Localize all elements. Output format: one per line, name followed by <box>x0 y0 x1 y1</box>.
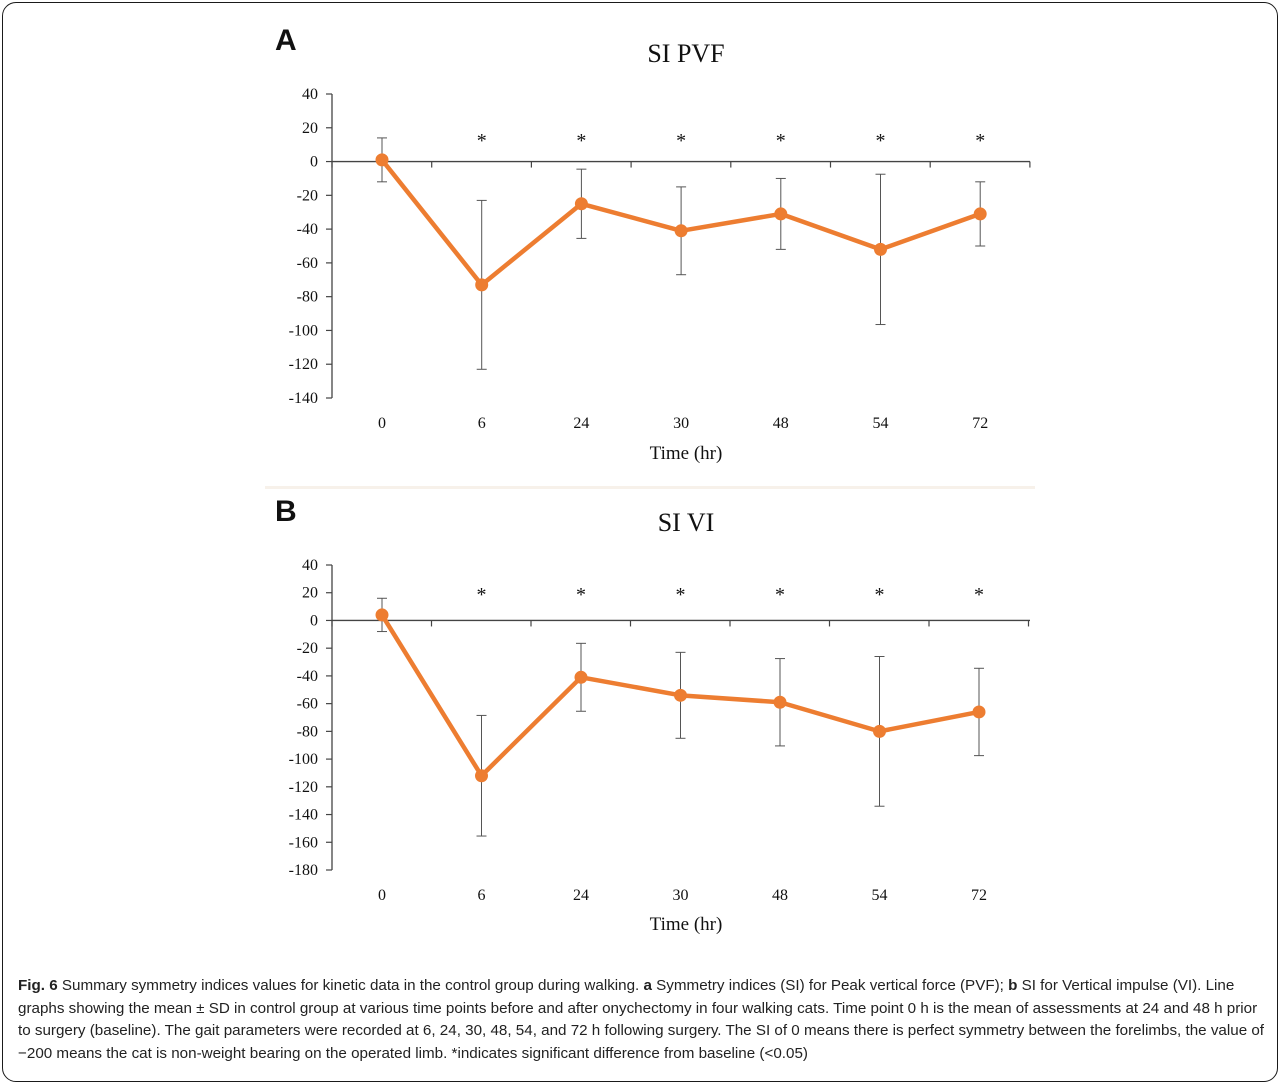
significance-star: * <box>876 130 886 152</box>
data-point <box>972 705 986 719</box>
y-tick-label: 0 <box>310 612 318 629</box>
data-point <box>674 224 688 238</box>
y-tick-label: -140 <box>289 390 318 407</box>
y-tick-label: 40 <box>302 86 318 103</box>
x-tick-label: 54 <box>873 415 889 432</box>
significance-star: * <box>776 130 786 152</box>
x-tick-label: 6 <box>478 415 486 432</box>
y-tick-label: -160 <box>289 834 318 851</box>
y-tick-label: 40 <box>302 557 318 574</box>
y-tick-label: -80 <box>297 289 318 306</box>
y-tick-label: -120 <box>289 779 318 796</box>
y-tick-label: -180 <box>289 862 318 879</box>
figure-caption: Fig. 6 Summary symmetry indices values f… <box>18 975 1268 1065</box>
x-axis-label: Time (hr) <box>650 914 723 935</box>
panel-a-letter: A <box>275 24 297 57</box>
significance-star: * <box>477 584 487 606</box>
significance-star: * <box>576 584 586 606</box>
data-point <box>674 688 687 702</box>
significance-star: * <box>974 584 984 606</box>
data-point <box>873 724 886 738</box>
y-tick-label: 20 <box>302 120 318 137</box>
caption-b-label: b <box>1008 977 1018 994</box>
x-axis-label: Time (hr) <box>650 443 723 464</box>
y-tick-label: 20 <box>302 585 318 602</box>
significance-star: * <box>875 584 885 606</box>
y-tick-label: -20 <box>297 640 318 657</box>
caption-text-1: Summary symmetry indices values for kine… <box>57 977 644 994</box>
y-tick-label: -40 <box>297 668 318 685</box>
y-tick-label: -100 <box>289 751 318 768</box>
significance-star: * <box>975 130 985 152</box>
chart-title: SI VI <box>658 508 715 537</box>
significance-star: * <box>775 584 785 606</box>
y-tick-label: 0 <box>310 154 318 171</box>
data-point <box>973 207 987 221</box>
x-tick-label: 0 <box>378 415 386 432</box>
y-tick-label: -40 <box>297 221 318 238</box>
data-point <box>574 197 588 211</box>
y-tick-label: -20 <box>297 187 318 204</box>
caption-fig-label: Fig. 6 <box>18 977 58 994</box>
significance-star: * <box>676 130 686 152</box>
data-point <box>375 153 389 167</box>
x-tick-label: 6 <box>478 887 486 904</box>
panel-divider <box>265 486 1035 489</box>
x-tick-label: 72 <box>972 415 988 432</box>
data-point <box>574 670 588 684</box>
chart-title: SI PVF <box>647 39 724 68</box>
x-tick-label: 72 <box>971 887 987 904</box>
significance-star: * <box>576 130 586 152</box>
x-tick-label: 48 <box>772 887 788 904</box>
x-tick-label: 54 <box>872 887 888 904</box>
data-point <box>475 278 489 292</box>
y-tick-label: -140 <box>289 807 318 824</box>
chart-si-vi: SI VI 40 20 0 -20 -40 -60 -80 -100 -120 -140 -160 -1… <box>289 508 1030 935</box>
data-point <box>773 695 787 709</box>
x-tick-label: 0 <box>378 887 386 904</box>
significance-star: * <box>477 130 487 152</box>
chart-si-pvf: SI PVF 40 20 0 -20 -40 -60 -80 -100 -120 -140 0 6 24 3… <box>289 39 1031 464</box>
data-point <box>475 769 488 783</box>
caption-text-2: Symmetry indices (SI) for Peak vertical … <box>651 977 1009 994</box>
significance-star: * <box>676 584 686 606</box>
y-tick-label: -60 <box>297 696 318 713</box>
y-tick-label: -80 <box>297 723 318 740</box>
data-point <box>375 608 389 622</box>
x-tick-label: 24 <box>573 415 589 432</box>
caption-text-3: SI for Vertical impulse (VI). Line graph… <box>18 977 1265 1062</box>
y-tick-label: -100 <box>289 322 318 339</box>
y-tick-label: -60 <box>297 255 318 272</box>
data-point <box>774 207 788 221</box>
data-point <box>874 242 887 256</box>
x-tick-label: 24 <box>573 887 589 904</box>
caption-a-label: a <box>643 977 652 994</box>
x-tick-label: 48 <box>773 415 789 432</box>
x-tick-label: 30 <box>673 887 689 904</box>
panel-b-letter: B <box>275 495 297 528</box>
x-tick-label: 30 <box>673 415 689 432</box>
y-tick-label: -120 <box>289 356 318 373</box>
